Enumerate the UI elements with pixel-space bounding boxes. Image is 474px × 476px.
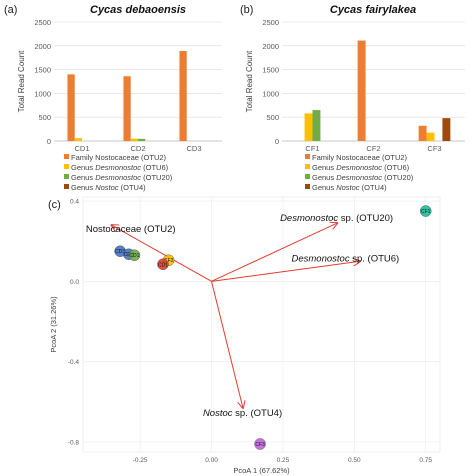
y-tick-label: -0.8 xyxy=(68,439,80,446)
legend-swatch-otu2 xyxy=(305,154,310,159)
sample-point-label: CF3 xyxy=(255,442,265,448)
sample-point-label: CD3 xyxy=(115,249,125,255)
legend-entry-otu20: Genus Desmonostoc (OTU20) xyxy=(312,173,414,182)
sample-point-label: CD1 xyxy=(129,253,139,259)
x-tick-label: 0.75 xyxy=(419,457,432,464)
y-tick-label: 0.0 xyxy=(70,279,79,286)
panel-label-a: (a) xyxy=(4,4,17,16)
loading-arrow-label: Desmonostoc sp. (OTU20) xyxy=(280,213,393,224)
x-tick-label: -0.25 xyxy=(133,457,148,464)
bar-otu6-cf1 xyxy=(304,113,313,141)
legend-entry-otu6: Genus Desmonostoc (OTU6) xyxy=(71,163,169,172)
y-tick-label: 2500 xyxy=(262,18,279,27)
x-tick-label: 0.00 xyxy=(205,457,218,464)
y-tick-label: 500 xyxy=(266,113,279,122)
x-tick-label: CF2 xyxy=(366,144,380,153)
legend-entry-otu20: Genus Desmonostoc (OTU20) xyxy=(71,173,173,182)
y-tick-label: 500 xyxy=(38,113,51,122)
loading-arrow-label: Nostoc sp. (OTU4) xyxy=(203,408,282,419)
x-tick-label: CF1 xyxy=(305,144,319,153)
y-axis-label: Total Read Count xyxy=(17,50,26,113)
x-tick-label: CF3 xyxy=(427,144,441,153)
x-tick-label: CD1 xyxy=(74,144,89,153)
x-axis-label: PcoA 1 (67.62%) xyxy=(233,466,290,475)
chart-title: Cycas fairylakea xyxy=(330,4,416,16)
panel-label-c: (c) xyxy=(48,199,61,211)
legend-swatch-otu20 xyxy=(64,174,69,179)
x-tick-label: 0.50 xyxy=(348,457,361,464)
loading-arrow-label: Nostocaceae (OTU2) xyxy=(86,224,176,235)
legend-swatch-otu2 xyxy=(64,154,69,159)
legend-swatch-otu6 xyxy=(64,164,69,169)
bar-otu2-cd1 xyxy=(67,74,75,141)
bar-otu20-cf1 xyxy=(312,110,321,141)
y-tick-label: 2500 xyxy=(34,18,51,27)
loading-arrow xyxy=(211,223,338,282)
y-tick-label: 1500 xyxy=(262,66,279,75)
y-tick-label: -0.4 xyxy=(68,359,80,366)
sample-point-label: CF2 xyxy=(164,258,174,264)
bar-otu2-cf3 xyxy=(418,125,427,141)
bar-otu20-cd2 xyxy=(138,138,146,141)
legend-swatch-otu6 xyxy=(305,164,310,169)
legend-swatch-otu20 xyxy=(305,174,310,179)
loading-arrow xyxy=(211,281,243,407)
panel-label-b: (b) xyxy=(240,4,253,16)
chart-title: Cycas debaoensis xyxy=(90,4,186,16)
y-tick-label: 1500 xyxy=(34,66,51,75)
x-tick-label: CD3 xyxy=(186,144,201,153)
bar-otu2-cd2 xyxy=(123,76,131,141)
bar-otu6-cf3 xyxy=(426,132,435,141)
sample-point xyxy=(157,258,169,271)
y-tick-label: 0.4 xyxy=(70,199,79,206)
loading-arrow xyxy=(211,261,361,282)
sample-point-label: CD1 xyxy=(158,262,168,268)
x-tick-label: CD2 xyxy=(130,144,145,153)
x-tick-label: 0.25 xyxy=(277,457,290,464)
loading-arrow xyxy=(112,225,212,282)
sample-point-label: CF1 xyxy=(421,209,431,215)
pcoa-plot-area xyxy=(82,196,441,453)
legend-entry-otu2: Family Nostocaceae (OTU2) xyxy=(71,153,167,162)
legend-entry-otu4: Genus Nostoc (OTU4) xyxy=(71,183,146,192)
y-tick-label: 2000 xyxy=(262,42,279,51)
bar-otu6-cd2 xyxy=(130,138,138,141)
bar-otu2-cd3 xyxy=(179,51,187,142)
legend-entry-otu6: Genus Desmonostoc (OTU6) xyxy=(312,163,410,172)
y-tick-label: 1000 xyxy=(262,89,279,98)
sample-point xyxy=(254,438,266,450)
y-tick-label: 1000 xyxy=(34,89,51,98)
sample-point xyxy=(128,249,141,261)
legend-swatch-otu4 xyxy=(305,184,310,189)
y-axis-label: Total Read Count xyxy=(245,50,254,113)
bar-otu4-cf3 xyxy=(442,118,451,141)
y-tick-label: 2000 xyxy=(34,42,51,51)
bar-otu6-cd1 xyxy=(74,138,82,141)
legend-swatch-otu4 xyxy=(64,184,69,189)
y-axis-label: PcoA 2 (31.26%) xyxy=(49,296,58,353)
y-tick-label: 0 xyxy=(275,137,279,146)
loading-arrow-label: Desmonostoc sp. (OTU6) xyxy=(291,253,399,264)
y-tick-label: 0 xyxy=(47,137,51,146)
legend-entry-otu4: Genus Nostoc (OTU4) xyxy=(312,183,387,192)
sample-point xyxy=(419,205,432,217)
bar-otu2-cf2 xyxy=(357,40,366,142)
legend-entry-otu2: Family Nostocaceae (OTU2) xyxy=(312,153,408,162)
